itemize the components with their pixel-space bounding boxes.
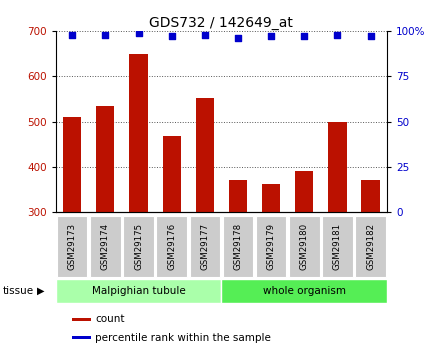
Point [334,32,341,38]
Bar [129,54,148,212]
FancyBboxPatch shape [56,279,222,303]
FancyBboxPatch shape [57,216,88,277]
Text: GSM29177: GSM29177 [200,223,209,270]
Text: GSM29175: GSM29175 [134,223,143,270]
Text: GSM29179: GSM29179 [267,223,275,270]
Point [235,36,242,41]
Title: GDS732 / 142649_at: GDS732 / 142649_at [150,16,293,30]
Text: GSM29176: GSM29176 [167,223,176,270]
Text: Malpighian tubule: Malpighian tubule [92,286,186,296]
FancyBboxPatch shape [322,216,353,277]
FancyBboxPatch shape [190,216,220,277]
Bar [196,98,214,212]
FancyBboxPatch shape [90,216,121,277]
Text: GSM29173: GSM29173 [68,223,77,270]
Text: GSM29174: GSM29174 [101,223,110,270]
Bar [63,117,81,212]
Text: ▶: ▶ [36,286,44,296]
Point [135,30,142,36]
FancyBboxPatch shape [222,216,253,277]
Point [69,32,76,38]
Text: percentile rank within the sample: percentile rank within the sample [95,333,271,343]
Text: GSM29182: GSM29182 [366,223,375,270]
Text: GSM29181: GSM29181 [333,223,342,270]
Text: tissue: tissue [2,286,33,296]
Text: GSM29178: GSM29178 [234,223,243,270]
Point [102,32,109,38]
FancyBboxPatch shape [289,216,320,277]
Point [201,32,208,38]
Text: GSM29180: GSM29180 [300,223,309,270]
Point [301,34,308,39]
Bar [229,180,247,212]
FancyBboxPatch shape [156,216,187,277]
Text: whole organism: whole organism [263,286,346,296]
Bar [72,318,91,321]
FancyBboxPatch shape [222,279,387,303]
Bar [328,122,347,212]
Bar [96,106,114,212]
Point [267,34,275,39]
FancyBboxPatch shape [355,216,386,277]
Bar [262,184,280,212]
FancyBboxPatch shape [123,216,154,277]
Text: count: count [95,314,125,324]
Bar [162,136,181,212]
FancyBboxPatch shape [256,216,287,277]
Point [367,34,374,39]
Point [168,34,175,39]
Bar [295,171,313,212]
Bar [361,180,380,212]
Bar [72,336,91,339]
